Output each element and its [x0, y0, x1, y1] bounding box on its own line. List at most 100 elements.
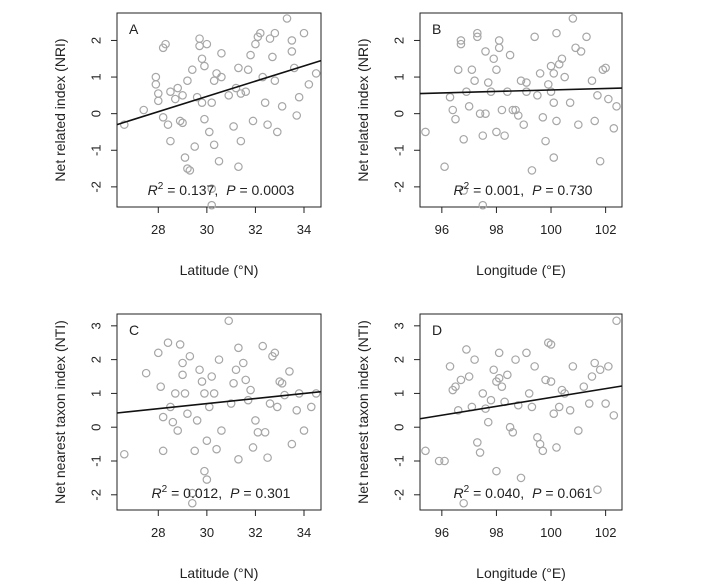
data-point — [212, 444, 221, 454]
y-tick-label: -1 — [88, 455, 103, 467]
data-point — [192, 416, 202, 425]
x-axis-label: Longitude (°E) — [476, 565, 566, 581]
r2-superscript: 2 — [162, 484, 168, 495]
data-point — [478, 200, 488, 210]
data-point — [587, 372, 597, 381]
data-point — [260, 427, 270, 437]
panel-a: 28 30 32 34 -2 -1 0 1 2 Latitude (°N) Net related … — [52, 12, 322, 278]
data-point — [272, 402, 282, 412]
data-point — [470, 76, 479, 86]
regression-line — [116, 59, 322, 126]
data-point — [217, 72, 226, 82]
data-point — [552, 116, 561, 126]
data-point — [535, 69, 545, 78]
regression-line — [419, 87, 623, 95]
data-point — [217, 48, 226, 58]
data-point — [494, 373, 504, 383]
data-point — [287, 36, 297, 45]
data-point — [593, 485, 602, 495]
data-point — [459, 134, 468, 144]
data-point — [285, 367, 294, 376]
r2-symbol: R — [454, 182, 464, 198]
y-axis-label: Net nearest taxon index (NTI) — [52, 320, 68, 504]
y-tick-label: 2 — [88, 37, 103, 44]
data-point — [494, 348, 504, 358]
data-point — [270, 28, 280, 38]
data-point — [483, 78, 493, 87]
data-point — [519, 120, 529, 129]
data-point — [190, 446, 200, 456]
data-point — [568, 362, 578, 371]
data-point — [207, 184, 217, 193]
data-point — [593, 91, 602, 100]
stat-annotation: R2 = 0.137, P = 0.0003 — [148, 181, 295, 198]
data-point — [604, 94, 613, 104]
x-axis-label: Latitude (°N) — [180, 262, 259, 278]
data-point — [175, 340, 185, 349]
data-point — [505, 50, 515, 60]
data-point — [268, 52, 277, 62]
data-point — [234, 455, 243, 464]
data-point — [508, 427, 518, 437]
data-point — [440, 456, 449, 466]
data-point — [483, 417, 493, 427]
data-point — [311, 389, 321, 398]
data-point — [166, 136, 175, 146]
data-point — [459, 186, 468, 195]
data-point — [238, 358, 248, 368]
data-point — [214, 156, 224, 166]
r2-symbol: R — [152, 485, 162, 501]
data-point — [170, 389, 180, 398]
data-point — [533, 91, 542, 100]
data-point — [195, 34, 204, 43]
data-point — [421, 446, 430, 456]
x-tick-label: 100 — [540, 222, 562, 237]
data-point — [489, 365, 499, 375]
x-tick-label: 102 — [595, 525, 617, 540]
y-tick-label: -2 — [88, 181, 103, 193]
y-tick-label: 1 — [88, 390, 103, 397]
data-point — [434, 456, 444, 466]
data-point — [260, 98, 270, 107]
data-point — [236, 89, 246, 98]
y-tick-label: 0 — [391, 424, 406, 431]
data-point — [202, 436, 212, 446]
x-tick-label: 34 — [297, 525, 311, 540]
y-tick-label: 1 — [88, 73, 103, 80]
p-value: = 0.061 — [541, 485, 592, 501]
data-point — [200, 114, 209, 124]
data-point — [481, 109, 490, 118]
panel-letter: B — [432, 21, 441, 37]
data-point — [311, 69, 321, 78]
data-point — [473, 438, 482, 447]
data-point — [183, 409, 192, 418]
data-point — [568, 14, 578, 23]
y-tick-label: -1 — [88, 144, 103, 156]
r2-value: = 0.012, — [167, 485, 222, 501]
data-point — [584, 399, 594, 408]
data-point — [248, 116, 258, 126]
data-point — [587, 76, 597, 86]
data-point — [522, 348, 531, 358]
data-point — [604, 362, 613, 371]
data-point — [255, 28, 265, 38]
data-point — [180, 153, 190, 162]
data-point — [187, 488, 197, 498]
data-point — [209, 76, 219, 86]
data-point — [292, 406, 302, 415]
data-point — [453, 65, 463, 75]
panel-letter: D — [432, 322, 442, 338]
data-point — [522, 78, 531, 87]
data-point — [246, 385, 255, 395]
data-point — [224, 91, 234, 100]
data-point — [565, 98, 575, 107]
p-symbol: P — [532, 182, 542, 198]
y-tick-label: 2 — [88, 356, 103, 363]
regression-line — [116, 390, 322, 414]
data-point — [462, 345, 471, 354]
data-point — [263, 120, 272, 129]
y-tick-label: -1 — [391, 455, 406, 467]
data-point — [185, 166, 195, 175]
data-point — [253, 427, 263, 437]
data-point — [445, 92, 455, 102]
